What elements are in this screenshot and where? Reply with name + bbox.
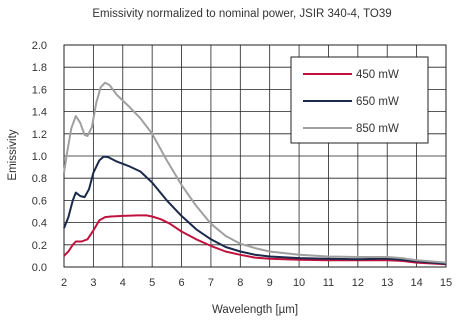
legend-label: 450 mW	[356, 69, 399, 81]
plot-area-frame	[63, 44, 447, 268]
y-axis-label: Emissivity	[7, 129, 19, 180]
chart-title: Emissivity normalized to nominal power, …	[92, 8, 391, 20]
y-tick-labels: 0.0 0.2 0.4 0.6 0.8 1.0 1.2 1.4 1.6 1.8 2.0	[32, 40, 47, 274]
y-tick-label: 0.0	[32, 262, 47, 274]
y-tick-label: 1.2	[32, 129, 47, 141]
y-tick-label: 0.6	[32, 195, 47, 207]
x-tick-label: 11	[323, 277, 334, 289]
y-tick-label: 1.0	[32, 151, 47, 163]
x-tick-label: 12	[352, 277, 364, 289]
x-tick-label: 13	[381, 277, 393, 289]
x-tick-label: 8	[237, 277, 243, 289]
y-tick-label: 1.6	[32, 84, 47, 96]
y-tick-label: 1.8	[32, 62, 47, 74]
series-line-650-mw	[63, 155, 447, 265]
series-line-850-mw	[63, 81, 447, 264]
y-tick-label: 0.8	[32, 173, 47, 185]
legend-label: 850 mW	[356, 123, 399, 135]
legend: 450 mW 650 mW 850 mW	[290, 56, 429, 144]
y-tick-label: 0.2	[32, 240, 47, 252]
x-tick-label: 9	[267, 277, 273, 289]
x-tick-label: 3	[90, 277, 96, 289]
x-tick-label: 5	[149, 277, 155, 289]
y-tick-label: 1.4	[32, 107, 47, 119]
legend-label: 650 mW	[356, 96, 399, 108]
y-tick-label: 2.0	[32, 40, 47, 52]
x-tick-label: 7	[208, 277, 214, 289]
x-tick-labels: 2 3 4 5 6 7 8 9 10 11 12 13 14 15	[61, 277, 452, 289]
x-tick-label: 15	[440, 277, 452, 289]
x-axis-label: Wavelength [µm]	[212, 304, 298, 316]
x-tick-label: 6	[178, 277, 184, 289]
x-tick-label: 2	[61, 277, 67, 289]
y-tick-label: 0.4	[32, 218, 47, 230]
series-line-450-mw	[63, 214, 447, 266]
x-tick-label: 4	[120, 277, 126, 289]
x-tick-label: 14	[410, 277, 422, 289]
series-lines	[63, 81, 447, 266]
x-tick-label: 10	[293, 277, 305, 289]
